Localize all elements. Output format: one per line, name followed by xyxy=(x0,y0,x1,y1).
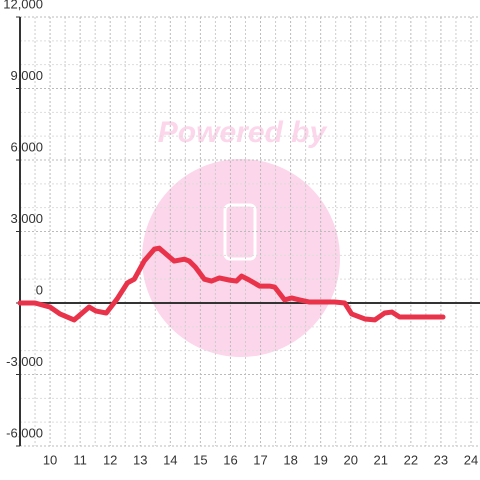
x-tick-label: 23 xyxy=(434,452,448,467)
y-tick-label: 6,000 xyxy=(10,139,43,154)
x-tick-label: 12 xyxy=(103,452,117,467)
x-tick-label: 24 xyxy=(464,452,478,467)
watermark: Powered by xyxy=(158,116,328,149)
y-tick-label: -3,000 xyxy=(6,354,43,369)
x-tick-label: 17 xyxy=(253,452,267,467)
x-tick-label: 22 xyxy=(404,452,418,467)
x-tick-label: 19 xyxy=(313,452,327,467)
x-tick-label: 21 xyxy=(374,452,388,467)
x-tick-label: 20 xyxy=(343,452,357,467)
y-tick-label: 9,000 xyxy=(10,68,43,83)
x-tick-label: 16 xyxy=(223,452,237,467)
y-tick-label: 12,000 xyxy=(3,0,43,11)
x-tick-label: 13 xyxy=(133,452,147,467)
y-tick-label: 0 xyxy=(36,282,43,297)
x-tick-label: 15 xyxy=(193,452,207,467)
y-tick-label: 3,000 xyxy=(10,211,43,226)
x-tick-label: 18 xyxy=(283,452,297,467)
x-tick-label: 14 xyxy=(163,452,177,467)
x-tick-label: 11 xyxy=(73,452,87,467)
y-tick-label: -6,000 xyxy=(6,425,43,440)
data-line xyxy=(17,245,446,323)
x-tick-label: 10 xyxy=(43,452,57,467)
